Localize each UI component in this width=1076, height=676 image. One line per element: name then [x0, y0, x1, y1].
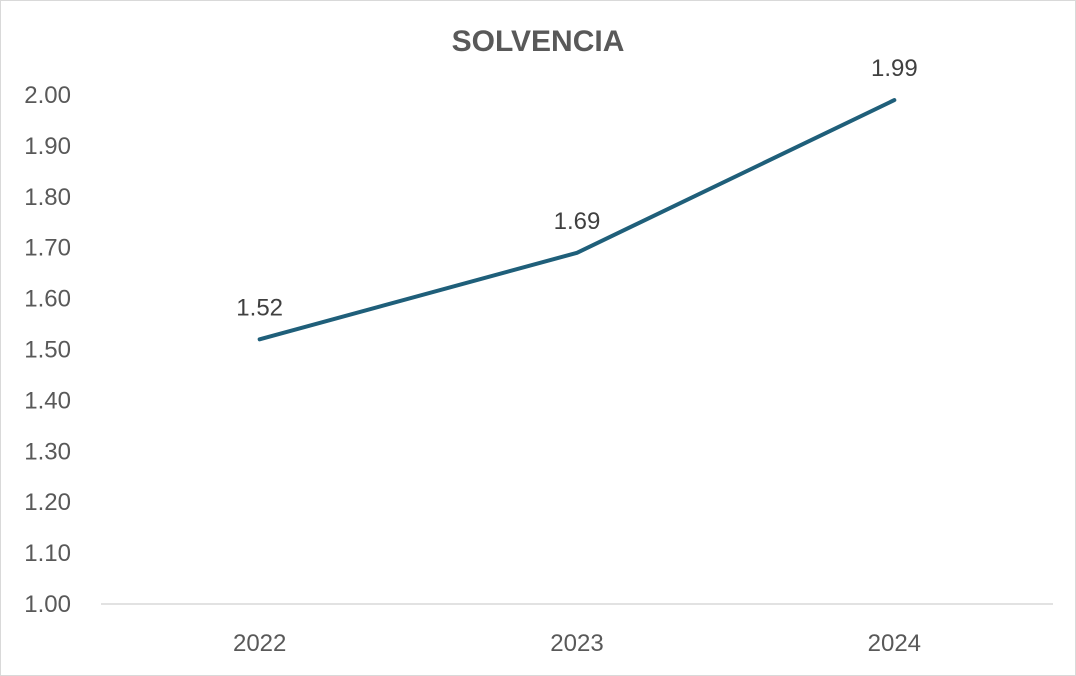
- y-axis: 1.00 1.10 1.20 1.30 1.40 1.50 1.60 1.70 1.80 1.90…: [24, 82, 71, 618]
- data-label: 1.99: [871, 55, 918, 82]
- y-tick-label: 1.70: [24, 235, 71, 262]
- x-tick-label: 2022: [233, 630, 286, 657]
- y-tick-label: 1.20: [24, 489, 71, 516]
- y-tick-label: 2.00: [24, 82, 71, 109]
- data-label: 1.52: [236, 294, 283, 321]
- y-tick-label: 1.60: [24, 286, 71, 313]
- x-tick-label: 2023: [550, 630, 603, 657]
- series-layer: [257, 98, 897, 342]
- y-tick-label: 1.30: [24, 438, 71, 465]
- chart-title: SOLVENCIA: [452, 25, 625, 58]
- y-tick-label: 1.00: [24, 591, 71, 618]
- y-tick-label: 1.40: [24, 387, 71, 414]
- data-label-layer: 1.52 1.69 1.99: [236, 55, 917, 321]
- x-tick-label: 2024: [868, 630, 921, 657]
- y-tick-label: 1.50: [24, 337, 71, 364]
- x-axis: 2022 2023 2024: [101, 603, 1053, 657]
- y-tick-label: 1.80: [24, 184, 71, 211]
- y-tick-label: 1.90: [24, 133, 71, 160]
- data-label: 1.69: [554, 208, 601, 235]
- y-tick-label: 1.10: [24, 540, 71, 567]
